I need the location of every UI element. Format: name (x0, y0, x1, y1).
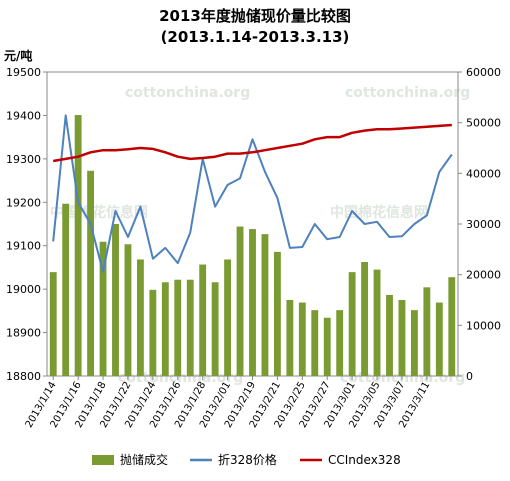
bar-pao-chu-cheng-jiao (348, 272, 356, 376)
y-left-tick-label: 19000 (6, 283, 41, 296)
y-left-tick-label: 19100 (6, 240, 41, 253)
y-right-tick-label: 60000 (466, 66, 501, 79)
bar-pao-chu-cheng-jiao (236, 226, 244, 376)
bar-pao-chu-cheng-jiao (211, 282, 219, 376)
legend-label: 抛储成交 (120, 452, 168, 467)
bar-pao-chu-cheng-jiao (261, 234, 269, 376)
bar-pao-chu-cheng-jiao (311, 310, 319, 376)
y-left-tick-label: 19500 (6, 66, 41, 79)
y-left-tick-label: 19400 (6, 109, 41, 122)
chart-subtitle: (2013.1.14-2013.3.13) (161, 28, 350, 46)
watermark-text: 中国棉花信息网 (50, 204, 148, 221)
y-right-tick-label: 50000 (466, 117, 501, 130)
plot-area: 19500 19400 19300 19200 19100 19000 18900 18800… (6, 66, 501, 430)
bar-pao-chu-cheng-jiao (336, 310, 344, 376)
bar-pao-chu-cheng-jiao (112, 224, 119, 376)
y-axis-left-label: 元/吨 (4, 48, 32, 63)
y-right-tick-label: 10000 (466, 319, 501, 332)
chart-title: 2013年度抛储现价量比较图 (159, 7, 351, 25)
bar-pao-chu-cheng-jiao (186, 279, 194, 376)
y-left-tick-label: 19300 (6, 153, 41, 166)
bar-pao-chu-cheng-jiao (323, 317, 331, 376)
y-left-tick-label: 18800 (6, 370, 41, 383)
bar-pao-chu-cheng-jiao (161, 282, 169, 376)
watermark-text: 中国棉花信息网 (330, 204, 428, 221)
bar-pao-chu-cheng-jiao (149, 289, 157, 376)
watermark-text: cottonchina.org (345, 85, 470, 101)
bar-pao-chu-cheng-jiao (99, 241, 107, 376)
y-left-tick-label: 19200 (6, 196, 41, 209)
line-ccindex-328 (52, 123, 452, 163)
bar-pao-chu-cheng-jiao (224, 259, 232, 376)
legend: 抛储成交 折328价格 CCIndex328 (92, 452, 401, 467)
legend-item-ccindex: CCIndex328 (300, 453, 401, 467)
bar-pao-chu-cheng-jiao (448, 277, 456, 376)
bar-pao-chu-cheng-jiao (174, 279, 182, 376)
bar-pao-chu-cheng-jiao (435, 302, 443, 376)
y-left-tick-label: 18900 (6, 327, 41, 340)
watermark-text: cottonchina.org (125, 85, 250, 101)
bar-pao-chu-cheng-jiao (249, 229, 256, 376)
watermark-text: cottonchina.org (340, 370, 465, 386)
legend-label: CCIndex328 (328, 453, 401, 467)
bar-pao-chu-cheng-jiao (410, 310, 418, 376)
legend-item-zhe-328: 折328价格 (190, 452, 277, 467)
legend-label: 折328价格 (218, 452, 277, 467)
legend-swatch (92, 455, 114, 465)
bar-pao-chu-cheng-jiao (423, 287, 431, 376)
bar-pao-chu-cheng-jiao (49, 272, 57, 376)
bar-pao-chu-cheng-jiao (87, 170, 95, 376)
bar-pao-chu-cheng-jiao (136, 259, 144, 376)
bar-pao-chu-cheng-jiao (62, 203, 70, 376)
y-right-tick-label: 0 (466, 370, 473, 383)
y-right-tick-label: 30000 (466, 218, 501, 231)
bar-pao-chu-cheng-jiao (373, 269, 381, 376)
bar-pao-chu-cheng-jiao (298, 302, 306, 376)
bar-pao-chu-cheng-jiao (286, 300, 294, 376)
bar-pao-chu-cheng-jiao (386, 294, 393, 376)
line-zhe-328-price (52, 114, 453, 273)
bar-pao-chu-cheng-jiao (74, 115, 82, 377)
bar-pao-chu-cheng-jiao (398, 300, 406, 376)
y-right-tick-label: 20000 (466, 269, 501, 282)
bar-pao-chu-cheng-jiao (361, 262, 369, 376)
legend-item-pao-chu: 抛储成交 (92, 452, 168, 467)
y-right-tick-label: 40000 (466, 167, 501, 180)
bar-pao-chu-cheng-jiao (124, 244, 132, 376)
watermark-layer: cottonchina.org cottonchina.org 中国棉花信息网 … (50, 85, 470, 386)
bar-pao-chu-cheng-jiao (273, 251, 281, 376)
bar-pao-chu-cheng-jiao (199, 264, 207, 376)
